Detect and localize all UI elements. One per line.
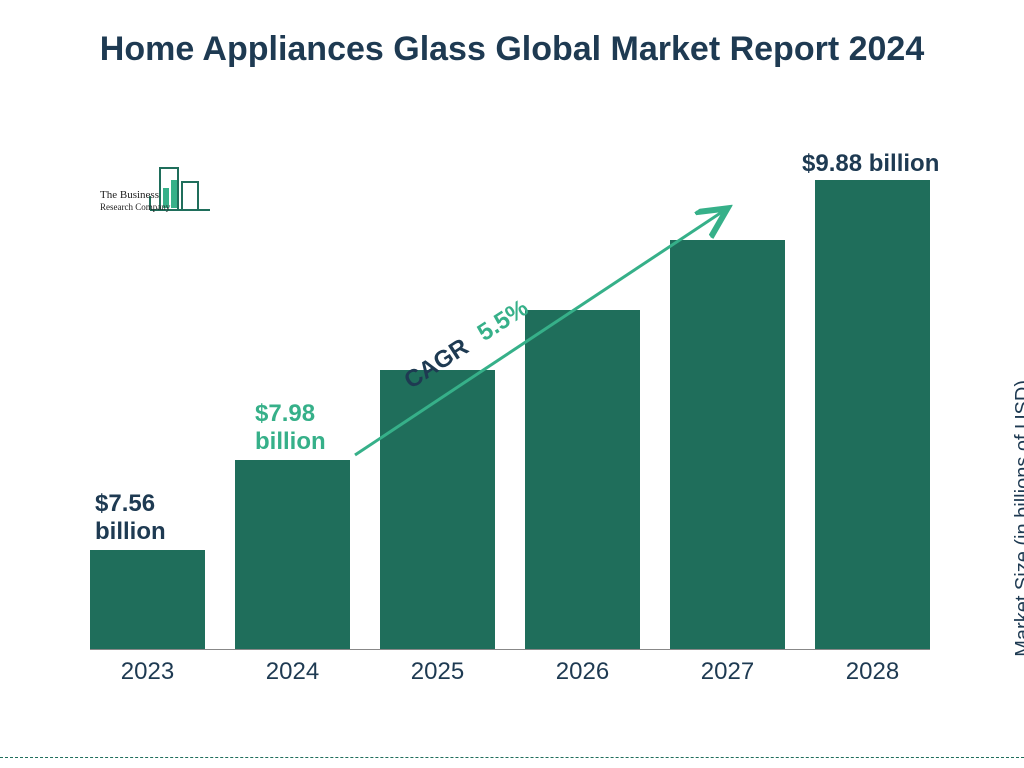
chart-baseline bbox=[90, 649, 930, 650]
bar-container: 2023 2024 2025 2026 2027 2028 bbox=[90, 160, 930, 650]
footer-divider bbox=[0, 757, 1024, 758]
bar-2023: 2023 bbox=[90, 550, 205, 650]
bar-2026: 2026 bbox=[525, 310, 640, 650]
chart-title: Home Appliances Glass Global Market Repo… bbox=[0, 0, 1024, 71]
value-label-2023: $7.56billion bbox=[95, 490, 166, 545]
x-axis-label: 2025 bbox=[411, 658, 464, 686]
bar bbox=[670, 240, 785, 650]
bar bbox=[815, 180, 930, 650]
chart-area: 2023 2024 2025 2026 2027 2028 bbox=[90, 160, 930, 700]
bar-2024: 2024 bbox=[235, 460, 350, 650]
x-axis-label: 2023 bbox=[121, 658, 174, 686]
x-axis-label: 2027 bbox=[701, 658, 754, 686]
bar bbox=[235, 460, 350, 650]
x-axis-label: 2028 bbox=[846, 658, 899, 686]
bar-2027: 2027 bbox=[670, 240, 785, 650]
x-axis-label: 2026 bbox=[556, 658, 609, 686]
bar bbox=[380, 370, 495, 650]
value-label-2024: $7.98billion bbox=[255, 400, 326, 455]
bar-2025: 2025 bbox=[380, 370, 495, 650]
x-axis-label: 2024 bbox=[266, 658, 319, 686]
bar bbox=[525, 310, 640, 650]
y-axis-label: Market Size (in billions of USD) bbox=[1012, 380, 1024, 657]
value-label-2028: $9.88 billion bbox=[802, 150, 939, 178]
bar bbox=[90, 550, 205, 650]
bar-2028: 2028 bbox=[815, 180, 930, 650]
